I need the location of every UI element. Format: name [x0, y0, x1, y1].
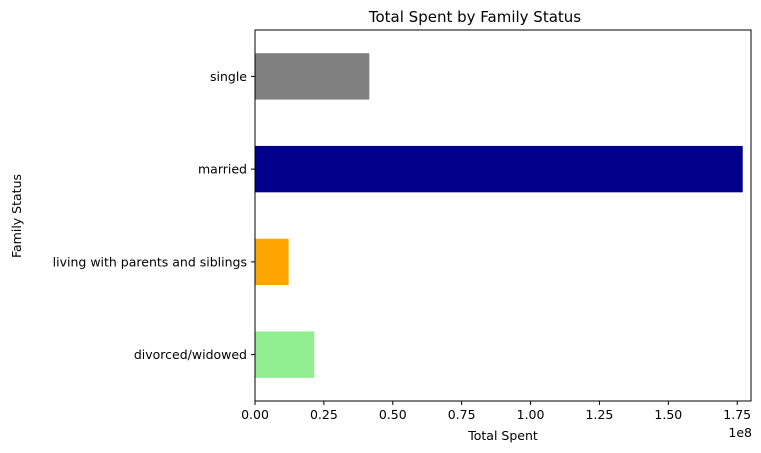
x-tick-label: 1.75: [723, 407, 751, 422]
chart-title: Total Spent by Family Status: [368, 8, 581, 26]
x-axis-offset-label: 1e8: [728, 425, 752, 440]
y-axis-ticks: divorced/widowed living with parents and …: [53, 69, 255, 362]
bar-0: [255, 331, 315, 378]
x-tick-label: 0.50: [379, 407, 407, 422]
x-tick-label: 0.75: [448, 407, 476, 422]
bar-1: [255, 238, 289, 286]
x-tick-label: 1.50: [654, 407, 682, 422]
y-tick-label: living with parents and siblings: [53, 254, 247, 269]
y-tick-label: single: [210, 69, 247, 84]
bar-3: [255, 53, 370, 100]
y-tick-label: divorced/widowed: [134, 347, 247, 362]
y-axis-label: Family Status: [9, 174, 24, 258]
x-axis-label: Total Spent: [467, 428, 538, 443]
bar-2: [255, 145, 743, 193]
x-axis-ticks: 0.00 0.25 0.50 0.75 1.00 1.25 1.50 1.75: [241, 401, 751, 422]
bars-group: [255, 53, 743, 378]
x-tick-label: 0.25: [310, 407, 338, 422]
x-tick-label: 1.00: [517, 407, 545, 422]
x-tick-label: 1.25: [586, 407, 614, 422]
x-tick-label: 0.00: [241, 407, 269, 422]
plot-frame: [254, 29, 752, 402]
y-tick-label: married: [198, 162, 247, 177]
